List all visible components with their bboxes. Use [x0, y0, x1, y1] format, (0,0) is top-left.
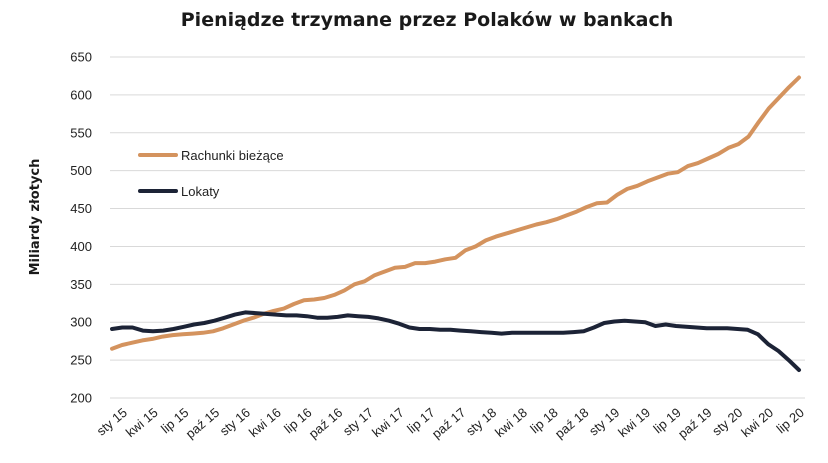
- x-tick-label: paź 18: [552, 405, 592, 442]
- legend: Rachunki bieżące Lokaty: [138, 148, 284, 199]
- series-line-rachunki-biezace: [110, 75, 801, 351]
- x-tick-label: paź 15: [183, 405, 223, 442]
- x-tick-label: kwi 15: [123, 405, 161, 440]
- legend-label: Lokaty: [181, 184, 220, 199]
- x-tick-label: paź 16: [306, 405, 346, 442]
- x-tick-label: sty 17: [340, 405, 376, 439]
- series: [110, 75, 801, 372]
- y-tick-label: 600: [70, 87, 92, 102]
- y-tick-label: 250: [70, 353, 92, 368]
- y-tick-label: 500: [70, 163, 92, 178]
- x-tick-label: kwi 16: [246, 405, 284, 440]
- x-tick-label: sty 19: [586, 405, 622, 439]
- x-tick-label: kwi 19: [615, 405, 653, 440]
- gridlines: [110, 56, 805, 399]
- y-tick-label: 200: [70, 391, 92, 406]
- x-tick-label: kwi 20: [738, 405, 776, 440]
- y-tick-label: 550: [70, 125, 92, 140]
- y-tick-label: 450: [70, 201, 92, 216]
- chart-title: Pieniądze trzymane przez Polaków w banka…: [181, 9, 674, 31]
- x-tick-label: kwi 18: [492, 405, 530, 440]
- y-axis-ticks: 200 250 300 350 400 450 500 550 600 650: [70, 50, 92, 406]
- x-tick-label: sty 16: [217, 405, 253, 439]
- legend-label: Rachunki bieżące: [181, 148, 284, 163]
- y-tick-label: 350: [70, 277, 92, 292]
- x-tick-label: lip 20: [773, 405, 806, 436]
- y-tick-label: 300: [70, 315, 92, 330]
- x-tick-label: paź 19: [675, 405, 715, 442]
- y-tick-label: 400: [70, 239, 92, 254]
- x-tick-label: sty 20: [709, 405, 745, 439]
- x-tick-label: sty 15: [94, 405, 130, 439]
- x-tick-label: kwi 17: [369, 405, 407, 440]
- series-line-lokaty: [110, 310, 801, 372]
- y-tick-label: 650: [70, 50, 92, 65]
- x-tick-label: sty 18: [463, 405, 499, 439]
- y-axis-label: Miliardy złotych: [28, 159, 43, 276]
- x-tick-label: paź 17: [429, 405, 469, 442]
